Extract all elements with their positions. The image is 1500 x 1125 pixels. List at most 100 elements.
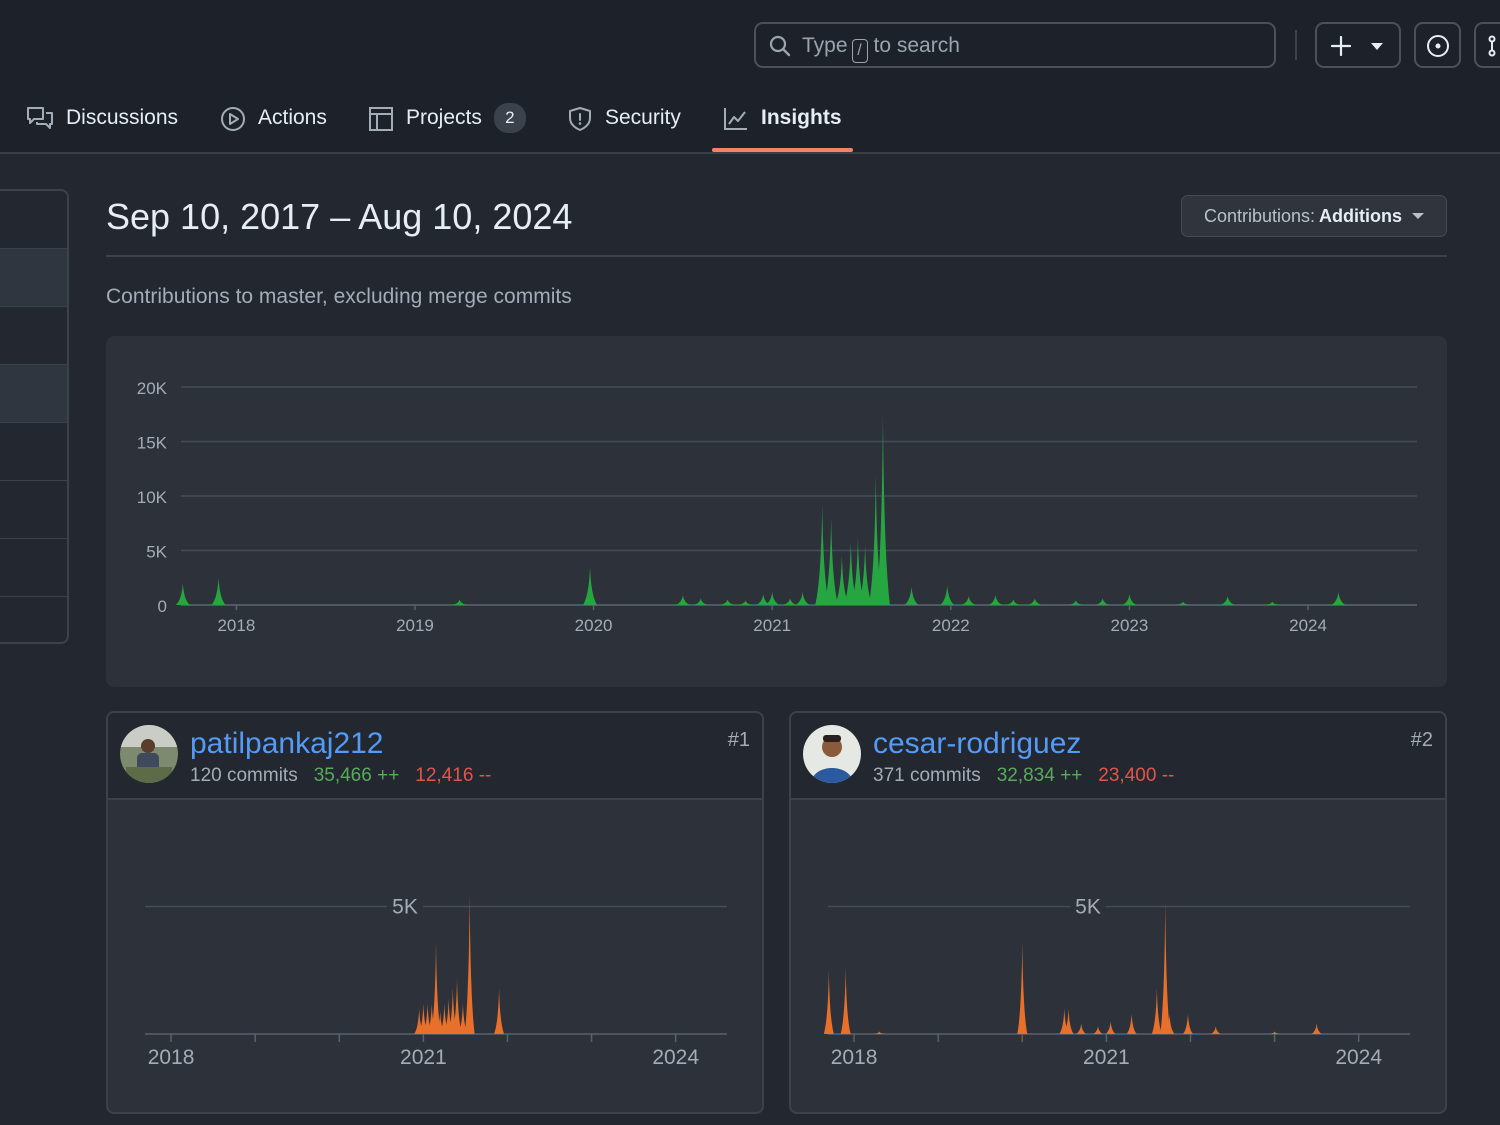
contributions-chart: 20K 15K 10K 5K 0 2018 2019 2020 2021 2022 2023 2024 (137, 379, 1417, 635)
data-point (1063, 1008, 1074, 1034)
triangle-down-icon (1371, 43, 1383, 50)
data-point (765, 591, 780, 605)
side-nav-item-selected[interactable] (0, 365, 67, 423)
comment-discussion-icon (27, 107, 53, 129)
data-point (1164, 1013, 1175, 1034)
data-point (418, 1003, 429, 1034)
y-tick-label: 10K (137, 488, 168, 507)
data-point (1027, 598, 1042, 605)
x-tick-label: 2024 (652, 1046, 699, 1069)
data-point (868, 474, 883, 605)
tab-discussions-label: Discussions (66, 106, 179, 129)
play-icon (221, 107, 245, 131)
y-tick-label-bg (1070, 894, 1106, 919)
side-nav-item[interactable] (0, 597, 67, 642)
side-nav-item[interactable] (0, 307, 67, 365)
data-point (874, 1031, 885, 1034)
data-point (783, 598, 798, 605)
table-icon (369, 107, 393, 131)
data-point (1160, 901, 1171, 1034)
data-point (426, 1003, 437, 1034)
tab-security-label: Security (605, 106, 681, 129)
tab-insights-label: Insights (761, 106, 842, 129)
y-tick-label: 5K (1075, 896, 1101, 919)
contributions-chart-panel: 20K 15K 10K 5K 0 2018 2019 2020 2021 2022 2023 2024 (106, 336, 1447, 687)
data-point (1126, 1013, 1137, 1034)
tab-actions-label: Actions (258, 106, 327, 129)
tab-discussions[interactable]: Discussions (26, 96, 178, 152)
tab-projects[interactable]: Projects 2 (368, 96, 526, 152)
deletions-count: 12,416 -- (415, 765, 492, 786)
side-nav-item[interactable] (0, 539, 67, 597)
x-tick-label: 2018 (217, 616, 255, 635)
contributor-chart: 5K 2018 2021 2024 (823, 894, 1410, 1069)
avatar[interactable] (803, 725, 861, 783)
shield-icon (569, 107, 591, 131)
side-nav-item[interactable] (0, 249, 67, 307)
data-point (738, 600, 753, 605)
y-tick-label: 5K (392, 896, 418, 919)
contributions-prefix: Contributions: (1203, 205, 1316, 226)
y-tick-label: 0 (158, 597, 167, 616)
contributor-username-link[interactable]: cesar-rodriguez (873, 727, 1082, 760)
divider (106, 255, 1447, 257)
data-point (961, 596, 976, 605)
chevron-down-icon (1412, 213, 1425, 219)
data-point (1095, 598, 1110, 605)
x-tick-label: 2021 (400, 1046, 447, 1069)
data-point (583, 566, 598, 605)
data-point (211, 577, 226, 605)
x-tick-label: 2024 (1289, 616, 1327, 635)
git-pull-request-icon (1488, 35, 1496, 57)
tab-insights[interactable]: Insights (723, 96, 842, 152)
data-point (1105, 1021, 1116, 1034)
active-tab-indicator (712, 148, 853, 152)
issues-button[interactable] (1414, 22, 1461, 68)
contributor-rank: #1 (727, 729, 750, 751)
data-point (439, 1003, 450, 1034)
y-tick-label: 15K (137, 434, 168, 453)
data-point (720, 599, 735, 605)
commit-count[interactable]: 371 commits (873, 765, 981, 786)
commit-count[interactable]: 120 commits (190, 765, 298, 786)
tab-projects-label: Projects (406, 106, 482, 129)
tab-actions[interactable]: Actions (220, 96, 327, 152)
x-tick-label: 2021 (1083, 1046, 1130, 1069)
search-prefix: Type (802, 34, 848, 57)
data-point (675, 595, 690, 605)
plus-icon (1331, 36, 1351, 56)
data-point (795, 591, 810, 605)
data-point (1176, 601, 1191, 605)
data-point (1122, 594, 1137, 605)
side-nav-item[interactable] (0, 191, 67, 249)
data-point (824, 517, 839, 605)
data-point (840, 967, 851, 1034)
side-nav-item[interactable] (0, 481, 67, 539)
contributions-type-dropdown[interactable]: Contributions: Additions (1181, 195, 1447, 237)
data-point (1068, 600, 1083, 605)
data-point (823, 970, 834, 1034)
data-point (1076, 1023, 1087, 1034)
x-tick-label: 2018 (831, 1046, 878, 1069)
data-point (1210, 1026, 1221, 1034)
data-point (447, 988, 458, 1034)
search-input[interactable]: Type / to search (754, 22, 1276, 68)
data-point (457, 1003, 468, 1034)
chart-subtitle: Contributions to master, excluding merge… (106, 285, 572, 308)
search-placeholder: Type / to search (802, 34, 960, 63)
side-nav-item[interactable] (0, 423, 67, 481)
additions-count: 35,466 ++ (313, 765, 400, 786)
y-tick-label: 20K (137, 379, 168, 398)
data-point (693, 598, 708, 605)
data-point (940, 585, 955, 605)
data-point (1311, 1023, 1322, 1034)
create-new-button[interactable] (1315, 22, 1401, 68)
x-tick-label: 2019 (396, 616, 434, 635)
contributor-username-link[interactable]: patilpankaj212 (190, 727, 384, 760)
tab-security[interactable]: Security (567, 96, 681, 152)
data-point (1265, 601, 1280, 605)
y-tick-label: 5K (146, 543, 167, 562)
avatar[interactable] (120, 725, 178, 783)
pull-requests-button[interactable] (1474, 22, 1500, 68)
search-suffix: to search (873, 34, 960, 57)
